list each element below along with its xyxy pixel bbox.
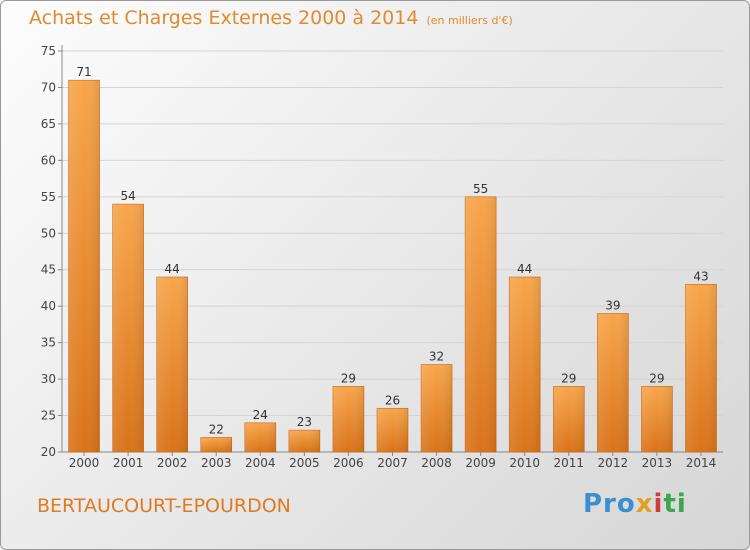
bars	[68, 79, 717, 453]
bar-shade-2014	[685, 284, 717, 452]
chart-subtitle: (en milliers d'€)	[426, 14, 513, 27]
x-tick-label-2002: 2002	[157, 456, 188, 470]
value-label-2007: 26	[385, 393, 400, 407]
x-tick-label-2011: 2011	[553, 456, 584, 470]
x-tick-label-2010: 2010	[509, 456, 540, 470]
y-tick-label: 65	[41, 117, 56, 131]
y-tick-label: 55	[41, 190, 56, 204]
bar-shade-2013	[641, 386, 673, 452]
tick-labels: 20 25 30 35 40 45 50 55 60 65 70 75 2000 2001 2002 2003…	[41, 44, 717, 470]
bar-shade-2004	[244, 422, 276, 452]
bar-shade-2012	[597, 313, 629, 452]
value-label-2005: 23	[297, 415, 312, 429]
x-tick-label-2004: 2004	[245, 456, 276, 470]
bar-shade-2000	[68, 80, 100, 452]
value-label-2014: 43	[693, 269, 708, 283]
y-tick-label: 75	[41, 44, 56, 58]
y-tick-label: 20	[41, 445, 56, 459]
value-label-2004: 24	[253, 408, 268, 422]
x-tick-label-2013: 2013	[642, 456, 673, 470]
value-label-2011: 29	[561, 371, 576, 385]
proxiti-logo[interactable]: Proxiti	[583, 489, 687, 519]
value-label-2000: 71	[76, 65, 91, 79]
value-label-2013: 29	[649, 371, 664, 385]
bar-shade-2003	[200, 437, 232, 452]
bar-shade-2002	[156, 277, 188, 452]
bar-shade-2001	[112, 204, 144, 452]
y-tick-label: 50	[41, 226, 56, 240]
x-tick-label-2001: 2001	[113, 456, 144, 470]
chart-title: Achats et Charges Externes 2000 à 2014 (e…	[29, 7, 513, 29]
x-tick-label-2012: 2012	[598, 456, 629, 470]
bar-shade-2008	[421, 364, 453, 452]
x-tick-label-2006: 2006	[333, 456, 364, 470]
y-tick-label: 30	[41, 372, 56, 386]
x-tick-label-2014: 2014	[686, 456, 717, 470]
bar-shade-2005	[288, 430, 320, 452]
bar-shade-2010	[509, 277, 541, 452]
value-label-2010: 44	[517, 262, 532, 276]
value-label-2012: 39	[605, 298, 620, 312]
x-tick-label-2008: 2008	[421, 456, 452, 470]
bar-shade-2006	[332, 386, 364, 452]
place-name: BERTAUCOURT-EPOURDON	[37, 495, 291, 517]
bar-shade-2009	[465, 196, 497, 452]
value-label-2002: 44	[165, 262, 180, 276]
logo-part-2: x	[635, 489, 654, 519]
value-label-2006: 29	[341, 371, 356, 385]
x-tick-label-2000: 2000	[69, 456, 100, 470]
y-tick-label: 70	[41, 80, 56, 94]
value-label-2008: 32	[429, 350, 444, 364]
y-tick-label: 45	[41, 263, 56, 277]
logo-part-4: ti	[663, 489, 687, 519]
logo-part-3: i	[653, 489, 664, 519]
bar-shade-2011	[553, 386, 585, 452]
y-tick-label: 25	[41, 409, 56, 423]
y-tick-label: 35	[41, 336, 56, 350]
chart-title-text: Achats et Charges Externes 2000 à 2014	[29, 7, 419, 29]
value-label-2001: 54	[120, 189, 135, 203]
y-tick-label: 60	[41, 153, 56, 167]
x-tick-label-2005: 2005	[289, 456, 320, 470]
bar-shade-2007	[377, 408, 408, 452]
y-tick-label: 40	[41, 299, 56, 313]
x-tick-label-2003: 2003	[201, 456, 232, 470]
value-label-2003: 22	[209, 422, 224, 436]
value-label-2009: 55	[473, 182, 488, 196]
value-labels: 71 54 44 22 24 23 29 26 32 55 44 29 39 29 43	[76, 65, 708, 436]
x-tick-label-2009: 2009	[465, 456, 496, 470]
x-tick-label-2007: 2007	[377, 456, 408, 470]
logo-part-1: Pro	[583, 489, 636, 519]
